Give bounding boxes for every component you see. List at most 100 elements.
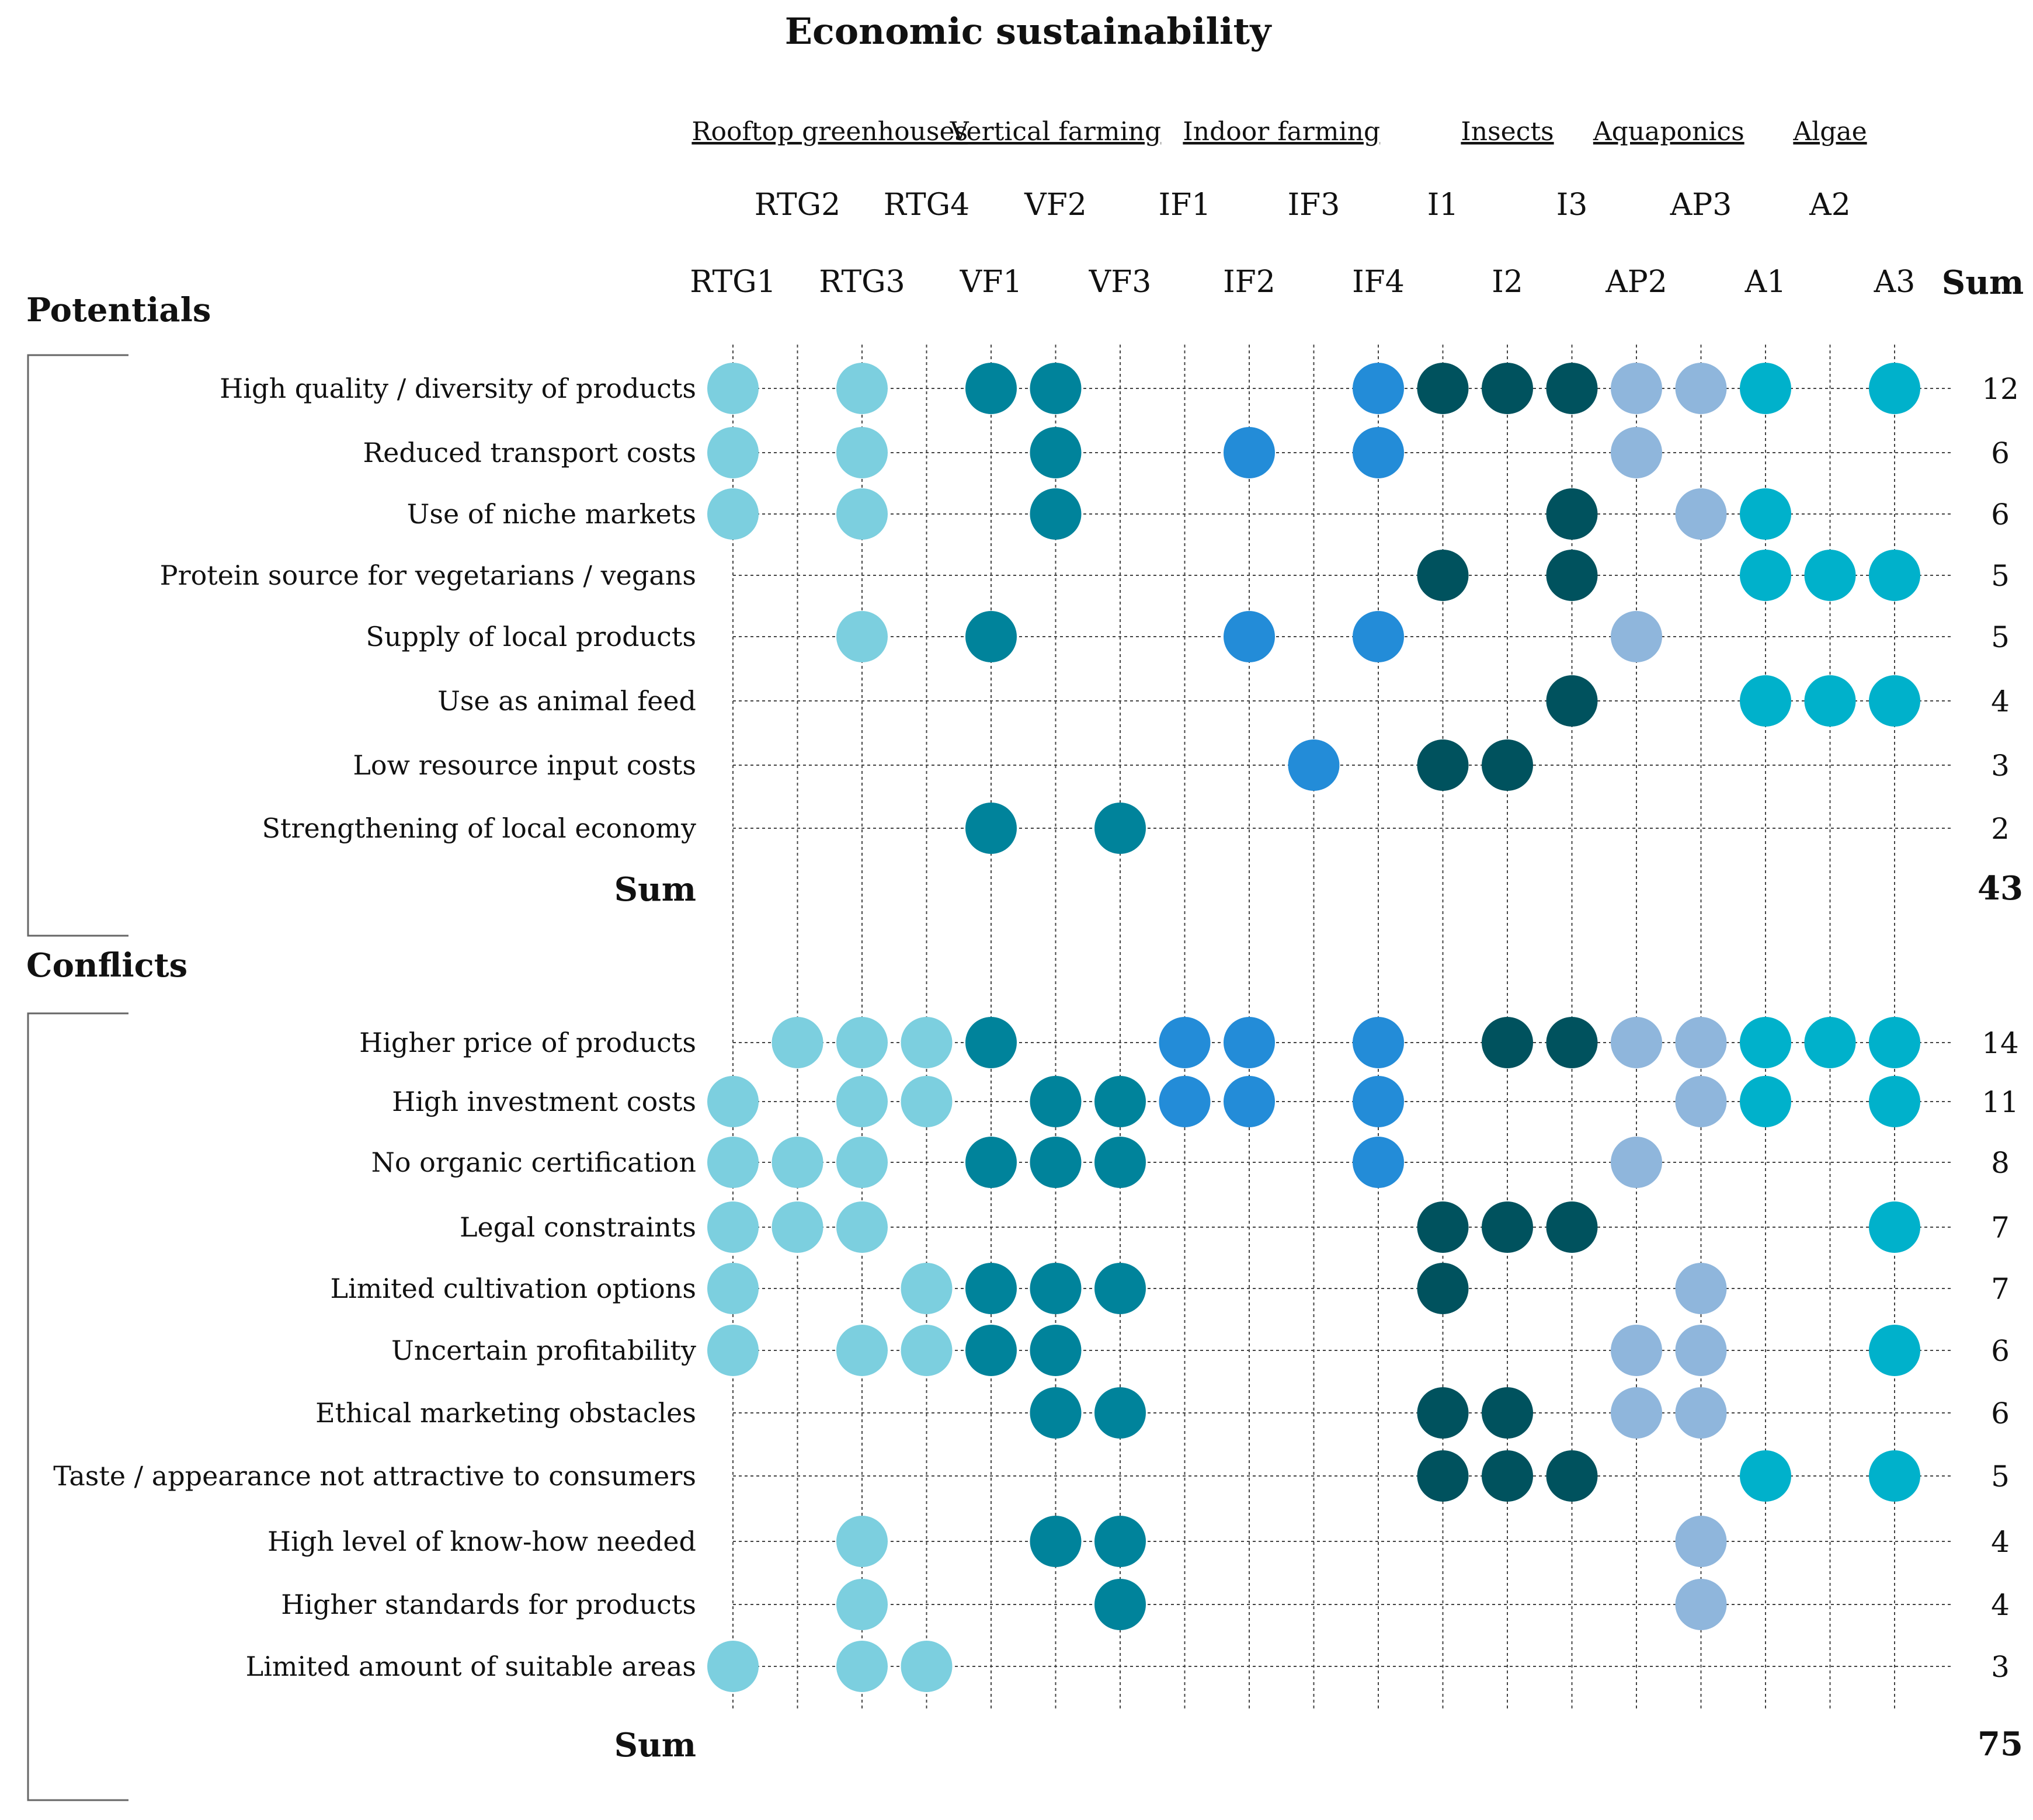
dot-legal-constraints-i3 bbox=[1546, 1201, 1598, 1253]
dot-ethical-marketing-obstacles-vf3 bbox=[1094, 1387, 1146, 1439]
dot-high-investment-costs-rtg3 bbox=[836, 1076, 888, 1127]
dot-high-level-of-know-how-needed-vf3 bbox=[1094, 1516, 1146, 1567]
dot-no-organic-certification-rtg1 bbox=[707, 1137, 759, 1188]
dot-no-organic-certification-rtg3 bbox=[836, 1137, 888, 1188]
dot-low-resource-input-costs-i1 bbox=[1417, 739, 1469, 791]
dot-higher-price-of-products-if2 bbox=[1224, 1017, 1275, 1068]
dot-use-of-niche-markets-rtg1 bbox=[707, 488, 759, 540]
dot-high-quality-diversity-of-products-a3 bbox=[1869, 363, 1920, 414]
dot-use-of-niche-markets-a1 bbox=[1740, 488, 1791, 540]
section-total-conflicts: 75 bbox=[1978, 1725, 2023, 1763]
chart-title: Economic sustainability bbox=[785, 10, 1272, 53]
dot-protein-source-for-vegetarians-vegans-i1 bbox=[1417, 550, 1469, 601]
dot-higher-price-of-products-rtg4 bbox=[901, 1017, 953, 1068]
row-label-reduced-transport-costs: Reduced transport costs bbox=[363, 437, 696, 468]
row-label-limited-amount-of-suitable-areas: Limited amount of suitable areas bbox=[246, 1651, 696, 1682]
section-total-potentials: 43 bbox=[1978, 869, 2023, 908]
row-sum-no-organic-certification: 8 bbox=[1991, 1146, 2010, 1180]
dot-ethical-marketing-obstacles-vf2 bbox=[1030, 1387, 1082, 1439]
dot-use-as-animal-feed-a1 bbox=[1740, 675, 1791, 727]
row-label-high-investment-costs: High investment costs bbox=[392, 1086, 696, 1117]
dot-high-quality-diversity-of-products-if4 bbox=[1353, 363, 1404, 414]
row-label-supply-of-local-products: Supply of local products bbox=[366, 621, 696, 652]
row-label-high-level-of-know-how-needed: High level of know-how needed bbox=[267, 1526, 696, 1557]
dot-layer bbox=[707, 363, 1920, 1692]
column-label-i2: I2 bbox=[1492, 265, 1523, 300]
row-sum-higher-price-of-products: 14 bbox=[1982, 1026, 2019, 1060]
dot-high-level-of-know-how-needed-vf2 bbox=[1030, 1516, 1082, 1567]
row-sum-higher-standards-for-products: 4 bbox=[1991, 1588, 2010, 1622]
dot-higher-standards-for-products-vf3 bbox=[1094, 1579, 1146, 1630]
dot-supply-of-local-products-vf1 bbox=[965, 611, 1017, 662]
dot-legal-constraints-i1 bbox=[1417, 1201, 1469, 1253]
dot-higher-price-of-products-ap3 bbox=[1675, 1017, 1727, 1068]
dot-uncertain-profitability-vf2 bbox=[1030, 1325, 1082, 1376]
dot-high-level-of-know-how-needed-ap3 bbox=[1675, 1516, 1727, 1567]
column-label-rtg2: RTG2 bbox=[755, 187, 841, 223]
dot-limited-cultivation-options-rtg4 bbox=[901, 1263, 953, 1314]
dot-reduced-transport-costs-rtg1 bbox=[707, 427, 759, 478]
row-label-uncertain-profitability: Uncertain profitability bbox=[391, 1335, 696, 1366]
dot-protein-source-for-vegetarians-vegans-a1 bbox=[1740, 550, 1791, 601]
column-label-ap2: AP2 bbox=[1605, 265, 1667, 300]
dot-higher-price-of-products-i3 bbox=[1546, 1017, 1598, 1068]
dot-taste-appearance-not-attractive-to-consumers-a1 bbox=[1740, 1450, 1791, 1502]
dot-limited-cultivation-options-ap3 bbox=[1675, 1263, 1727, 1314]
dot-use-of-niche-markets-rtg3 bbox=[836, 488, 888, 540]
group-label-aquaponics: Aquaponics bbox=[1593, 117, 1744, 147]
dot-higher-price-of-products-ap2 bbox=[1611, 1017, 1662, 1068]
dot-higher-price-of-products-a3 bbox=[1869, 1017, 1920, 1068]
dot-limited-cultivation-options-i1 bbox=[1417, 1263, 1469, 1314]
dot-high-quality-diversity-of-products-vf1 bbox=[965, 363, 1017, 414]
column-label-vf3: VF3 bbox=[1089, 265, 1152, 300]
dot-uncertain-profitability-ap3 bbox=[1675, 1325, 1727, 1376]
column-label-if4: IF4 bbox=[1352, 265, 1405, 300]
dot-legal-constraints-rtg3 bbox=[836, 1201, 888, 1253]
grid-layer bbox=[27, 345, 1951, 1801]
dot-higher-price-of-products-if4 bbox=[1353, 1017, 1404, 1068]
row-sum-supply-of-local-products: 5 bbox=[1991, 620, 2010, 654]
row-label-limited-cultivation-options: Limited cultivation options bbox=[331, 1273, 696, 1304]
dot-reduced-transport-costs-ap2 bbox=[1611, 427, 1662, 478]
sum-column-header: Sum bbox=[1942, 263, 2024, 302]
row-sum-high-quality-diversity-of-products: 12 bbox=[1982, 372, 2019, 406]
dot-low-resource-input-costs-if3 bbox=[1288, 739, 1340, 791]
dot-limited-cultivation-options-vf2 bbox=[1030, 1263, 1082, 1314]
dot-high-investment-costs-rtg4 bbox=[901, 1076, 953, 1127]
row-label-no-organic-certification: No organic certification bbox=[371, 1147, 696, 1178]
dot-high-quality-diversity-of-products-rtg3 bbox=[836, 363, 888, 414]
dot-ethical-marketing-obstacles-i2 bbox=[1482, 1387, 1533, 1439]
dot-legal-constraints-i2 bbox=[1482, 1201, 1533, 1253]
row-sum-taste-appearance-not-attractive-to-consumers: 5 bbox=[1991, 1460, 2010, 1493]
column-label-rtg1: RTG1 bbox=[690, 265, 776, 300]
row-sum-ethical-marketing-obstacles: 6 bbox=[1991, 1397, 2010, 1430]
dot-taste-appearance-not-attractive-to-consumers-i3 bbox=[1546, 1450, 1598, 1502]
row-sum-legal-constraints: 7 bbox=[1991, 1211, 2010, 1245]
column-label-i1: I1 bbox=[1427, 187, 1459, 223]
column-label-a2: A2 bbox=[1809, 187, 1851, 223]
column-label-a3: A3 bbox=[1874, 265, 1916, 300]
dot-no-organic-certification-rtg2 bbox=[772, 1137, 823, 1188]
row-label-taste-appearance-not-attractive-to-consumers: Taste / appearance not attractive to con… bbox=[53, 1460, 696, 1492]
dot-high-quality-diversity-of-products-ap2 bbox=[1611, 363, 1662, 414]
dot-use-of-niche-markets-vf2 bbox=[1030, 488, 1082, 540]
dot-protein-source-for-vegetarians-vegans-i3 bbox=[1546, 550, 1598, 601]
dot-low-resource-input-costs-i2 bbox=[1482, 739, 1533, 791]
dot-no-organic-certification-vf3 bbox=[1094, 1137, 1146, 1188]
dot-reduced-transport-costs-rtg3 bbox=[836, 427, 888, 478]
column-label-a1: A1 bbox=[1744, 265, 1787, 300]
row-sum-limited-cultivation-options: 7 bbox=[1991, 1272, 2010, 1306]
dot-higher-price-of-products-rtg3 bbox=[836, 1017, 888, 1068]
dot-ethical-marketing-obstacles-i1 bbox=[1417, 1387, 1469, 1439]
row-label-strengthening-of-local-economy: Strengthening of local economy bbox=[262, 812, 696, 844]
group-label-vertical-farming: Vertical farming bbox=[950, 117, 1161, 147]
dot-taste-appearance-not-attractive-to-consumers-i1 bbox=[1417, 1450, 1469, 1502]
dot-protein-source-for-vegetarians-vegans-a3 bbox=[1869, 550, 1920, 601]
row-sum-strengthening-of-local-economy: 2 bbox=[1991, 812, 2010, 846]
dot-limited-cultivation-options-vf3 bbox=[1094, 1263, 1146, 1314]
dot-uncertain-profitability-ap2 bbox=[1611, 1325, 1662, 1376]
dot-taste-appearance-not-attractive-to-consumers-i2 bbox=[1482, 1450, 1533, 1502]
dot-supply-of-local-products-if2 bbox=[1224, 611, 1275, 662]
dot-high-quality-diversity-of-products-a1 bbox=[1740, 363, 1791, 414]
